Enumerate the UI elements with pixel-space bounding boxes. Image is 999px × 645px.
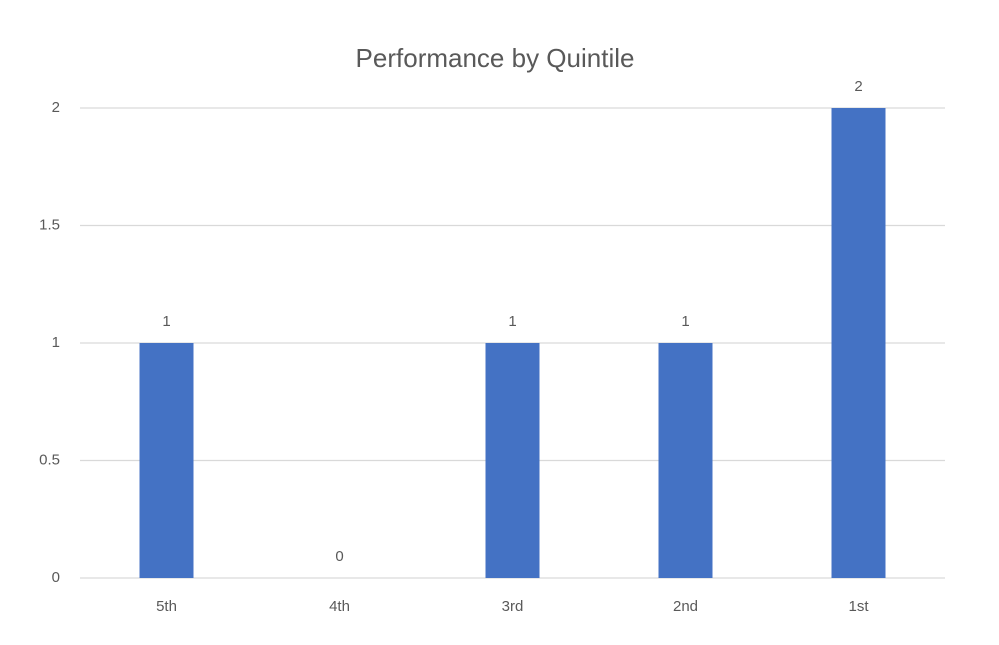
bar	[831, 108, 886, 578]
bar	[139, 343, 194, 578]
x-tick-label: 2nd	[673, 598, 698, 615]
x-tick-label: 4th	[329, 598, 350, 615]
y-tick-label: 2	[52, 99, 60, 116]
data-label: 1	[681, 313, 689, 330]
data-label: 2	[854, 78, 862, 95]
bar	[485, 343, 540, 578]
data-label: 1	[162, 313, 170, 330]
y-tick-label: 1	[52, 334, 60, 351]
bar	[658, 343, 713, 578]
data-label: 1	[508, 313, 516, 330]
chart-title: Performance by Quintile	[356, 43, 635, 73]
y-tick-label: 0	[52, 569, 60, 586]
y-tick-label: 0.5	[39, 451, 60, 468]
x-tick-label: 5th	[156, 598, 177, 615]
data-label: 0	[335, 548, 343, 565]
x-tick-label: 1st	[848, 598, 869, 615]
x-tick-label: 3rd	[502, 598, 524, 615]
y-tick-label: 1.5	[39, 216, 60, 233]
